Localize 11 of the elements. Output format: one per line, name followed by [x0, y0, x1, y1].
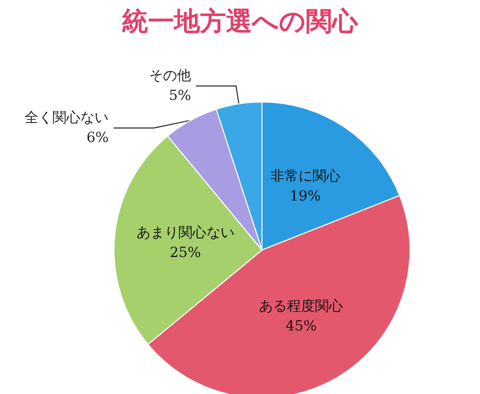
data-label: 6% [86, 130, 109, 146]
slice-label: あまり関心ない [136, 224, 234, 241]
data-label: 5% [168, 88, 192, 104]
chart-title: 統一地方選への関心 [121, 7, 359, 37]
data-label: 19% [290, 188, 321, 204]
slice-label: その他 [149, 68, 192, 84]
slice-label: ある程度関心 [259, 298, 344, 314]
data-label: 45% [286, 318, 317, 334]
slice-label: 非常に関心 [270, 168, 340, 184]
slice-label: 全く関心ない [24, 110, 109, 126]
data-label: 25% [170, 244, 201, 261]
